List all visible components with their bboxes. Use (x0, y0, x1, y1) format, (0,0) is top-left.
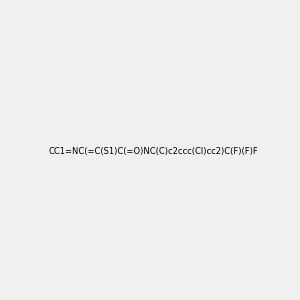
Text: CC1=NC(=C(S1)C(=O)NC(C)c2ccc(Cl)cc2)C(F)(F)F: CC1=NC(=C(S1)C(=O)NC(C)c2ccc(Cl)cc2)C(F)… (49, 147, 259, 156)
